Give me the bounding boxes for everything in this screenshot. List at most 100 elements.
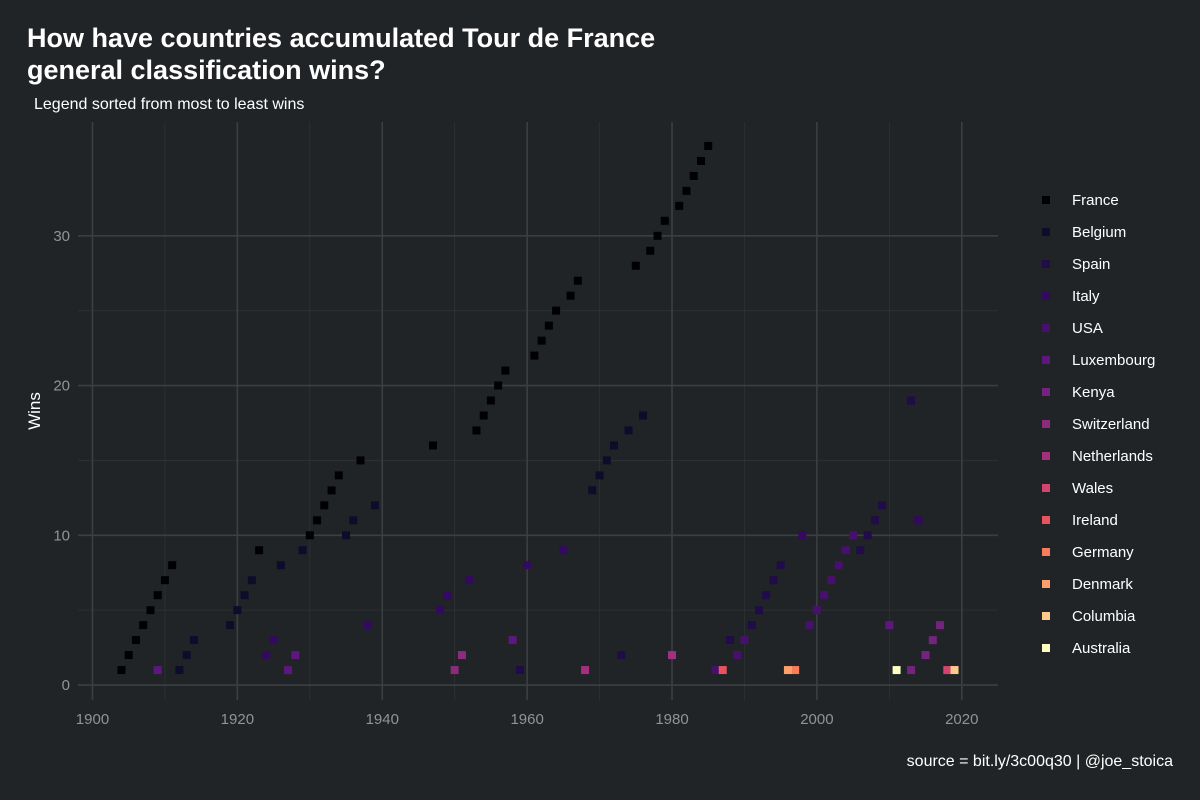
legend-label: Luxembourg [1072,352,1155,369]
data-point-belgium [639,411,648,420]
legend-label: USA [1072,320,1103,337]
legend-label: Spain [1072,256,1110,273]
legend-item-denmark: Denmark [1042,576,1133,593]
data-point-france [682,186,691,195]
data-point-belgium [226,621,235,630]
data-point-belgium [233,606,242,615]
data-point-france [494,381,503,390]
x-tick-label: 1920 [221,711,254,728]
data-point-france [255,546,264,555]
data-point-spain [863,531,872,540]
legend-label: Kenya [1072,384,1115,401]
data-point-denmark [783,666,792,675]
data-point-france [544,321,553,330]
data-point-france [320,501,329,510]
legend-item-ireland: Ireland [1042,512,1118,529]
legend-item-wales: Wales [1042,480,1113,497]
data-point-netherlands [581,666,590,675]
data-point-belgium [175,666,184,675]
data-point-belgium [595,471,604,480]
legend-swatch [1042,388,1050,396]
data-point-italy [363,621,372,630]
legend-item-germany: Germany [1042,544,1134,561]
data-point-belgium [371,501,380,510]
data-point-ireland [718,666,727,675]
legend-label: Switzerland [1072,416,1150,433]
data-point-italy [914,516,923,525]
data-point-luxembourg [153,666,162,675]
data-point-belgium [624,426,633,435]
legend-swatch [1042,324,1050,332]
legend-swatch [1042,420,1050,428]
legend-item-spain: Spain [1042,256,1110,273]
data-point-italy [798,531,807,540]
legend-item-usa: USA [1042,320,1103,337]
data-point-italy [262,651,271,660]
data-point-usa [805,621,814,630]
data-point-france [552,306,561,315]
data-points [117,141,959,675]
data-point-luxembourg [508,636,517,645]
legend-item-columbia: Columbia [1042,608,1136,625]
data-point-france [334,471,343,480]
data-point-luxembourg [885,621,894,630]
data-point-belgium [602,456,611,465]
data-point-switzerland [457,651,466,660]
data-point-france [689,171,698,180]
legend-swatch [1042,484,1050,492]
data-point-france [428,441,437,450]
data-point-belgium [298,546,307,555]
data-point-spain [617,651,626,660]
y-tick-label: 20 [53,378,70,395]
data-point-france [124,651,133,660]
legend-label: Belgium [1072,224,1126,241]
data-point-spain [515,666,524,675]
data-point-spain [754,606,763,615]
data-point-france [327,486,336,495]
data-point-italy [465,576,474,585]
legend-swatch [1042,580,1050,588]
legend-label: Germany [1072,544,1134,561]
legend-swatch [1042,196,1050,204]
data-point-belgium [276,561,285,570]
data-point-italy [559,546,568,555]
x-tick-label: 1960 [510,711,543,728]
data-point-france [153,591,162,600]
y-tick-label: 0 [62,677,70,694]
x-tick-label: 1980 [655,711,688,728]
data-point-kenya [907,666,916,675]
data-point-spain [878,501,887,510]
data-point-belgium [349,516,358,525]
data-point-spain [870,516,879,525]
data-point-france [660,216,669,225]
data-point-france [537,336,546,345]
data-point-netherlands [668,651,677,660]
legend-swatch [1042,356,1050,364]
axis-labels: 1900 1920 1940 1960 1980 2000 2020 0 10 20 30 Wins [25,228,978,728]
data-point-spain [769,576,778,585]
data-point-spain [776,561,785,570]
data-point-italy [269,636,278,645]
data-point-france [675,201,684,210]
data-point-usa [841,546,850,555]
data-point-italy [436,606,445,615]
data-point-belgium [240,591,249,600]
data-point-france [479,411,488,420]
data-point-belgium [610,441,619,450]
data-point-usa [827,576,836,585]
data-point-usa [834,561,843,570]
legend-swatch [1042,228,1050,236]
data-point-luxembourg [291,651,300,660]
data-point-france [160,576,169,585]
data-point-france [305,531,314,540]
data-point-belgium [247,576,256,585]
data-point-france [653,231,662,240]
legend-item-australia: Australia [1042,640,1131,657]
legend-swatch [1042,548,1050,556]
legend-item-france: France [1042,192,1119,209]
data-point-france [117,666,126,675]
legend-swatch [1042,516,1050,524]
legend-item-italy: Italy [1042,288,1100,305]
data-point-italy [523,561,532,570]
data-point-spain [856,546,865,555]
